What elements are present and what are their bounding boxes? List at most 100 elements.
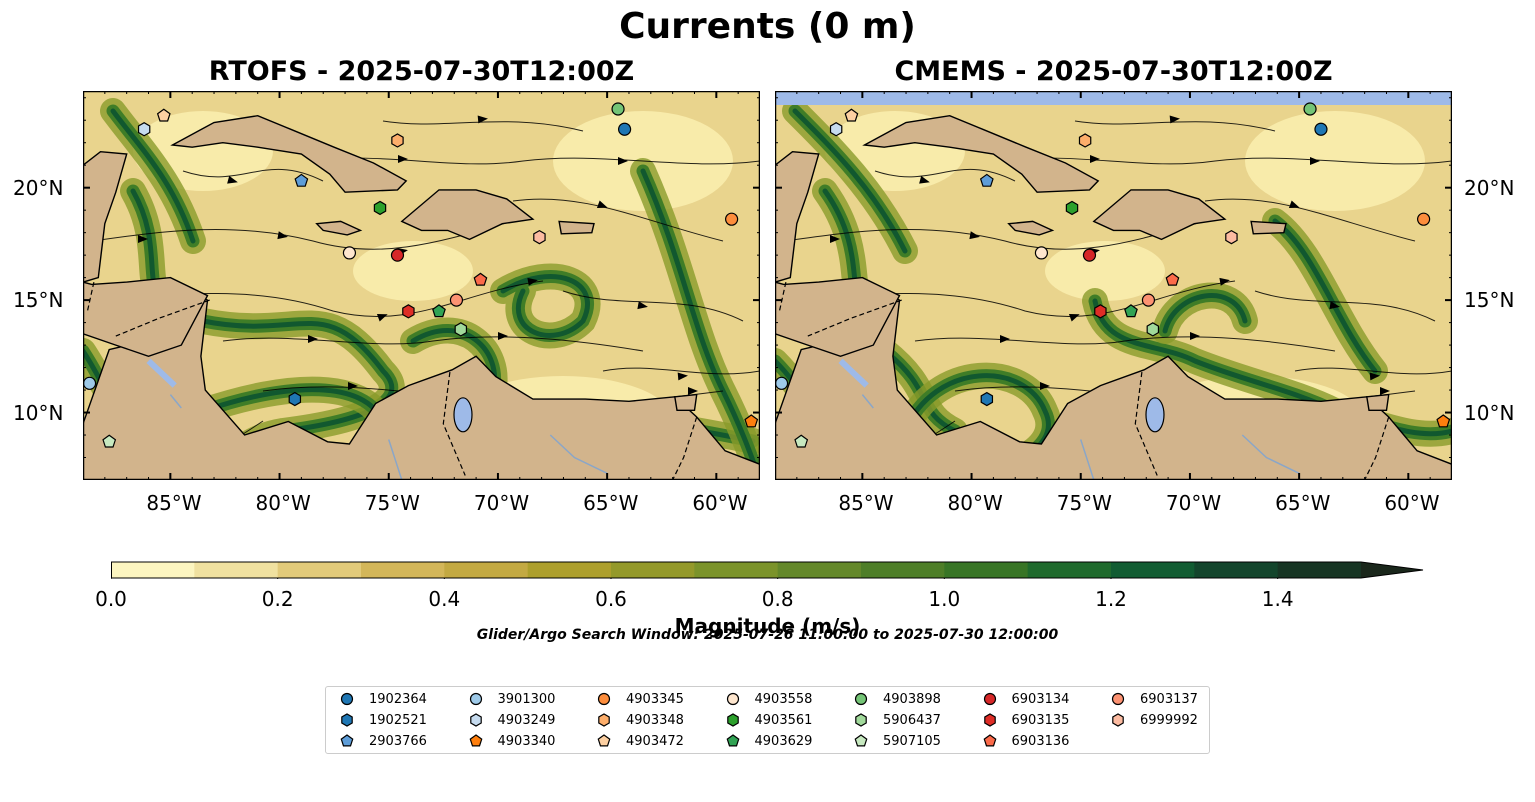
- legend-item: 6903136: [982, 732, 1070, 750]
- float-marker-4903629[interactable]: [432, 304, 446, 318]
- float-marker-4903629[interactable]: [1124, 304, 1138, 318]
- lat-tick-label-right: 20°N: [1464, 175, 1515, 200]
- legend-item: 4903472: [596, 732, 684, 750]
- float-marker-5907105[interactable]: [102, 434, 117, 448]
- legend-marker-pentagon-icon: [340, 734, 354, 747]
- legend-marker-circle-icon: [983, 692, 996, 706]
- legend-label: 5906437: [883, 712, 941, 728]
- colorbar-tick-label: 0.4: [428, 587, 461, 611]
- float-marker-2903766[interactable]: [294, 173, 309, 187]
- float-marker-4903345[interactable]: [1417, 212, 1431, 226]
- colorbar-tick-label: 0.8: [761, 587, 794, 611]
- float-marker-6903134[interactable]: [1082, 248, 1097, 262]
- legend-marker-circle-icon: [469, 692, 482, 706]
- float-marker-5906437[interactable]: [1146, 322, 1160, 337]
- legend-marker-circle-icon: [597, 692, 611, 706]
- float-marker-6903135[interactable]: [402, 304, 415, 319]
- float-marker-4903348[interactable]: [391, 133, 404, 148]
- legend-marker-hexagon-icon: [983, 713, 996, 727]
- float-marker-4903558[interactable]: [342, 246, 357, 260]
- legend-item: 2903766: [339, 732, 427, 750]
- colorbar-tick-label: 0.2: [261, 587, 294, 611]
- float-marker-1902364[interactable]: [617, 122, 632, 136]
- float-marker-6903134[interactable]: [390, 248, 405, 262]
- float-marker-4903340[interactable]: [1436, 414, 1451, 428]
- float-marker-4903558[interactable]: [1034, 246, 1049, 260]
- float-marker-1902364[interactable]: [1314, 122, 1328, 136]
- float-marker-6903137[interactable]: [449, 293, 464, 307]
- lon-tick-label: 70°W: [473, 491, 530, 515]
- legend-item: 6903137: [1110, 690, 1198, 708]
- legend-marker-pentagon-icon: [726, 734, 739, 747]
- legend-label: 1902521: [369, 712, 427, 728]
- colorbar-tick-label: 1.0: [928, 587, 961, 611]
- float-marker-4903249[interactable]: [137, 122, 151, 137]
- float-marker-1902521[interactable]: [980, 391, 994, 407]
- legend-item: 3901300: [468, 690, 555, 708]
- float-marker-3901300[interactable]: [83, 376, 97, 390]
- legend-marker-hexagon-icon: [726, 713, 739, 727]
- legend-label: 4903561: [754, 712, 813, 728]
- float-marker-6903136[interactable]: [1165, 272, 1180, 286]
- legend-item: 4903348: [596, 711, 684, 729]
- legend-item: 1902364: [339, 690, 427, 708]
- float-marker-2903766[interactable]: [979, 173, 994, 187]
- legend-item: 4903561: [725, 711, 813, 729]
- map-panel-cmems[interactable]: [775, 91, 1452, 480]
- legend-label: 4903345: [626, 691, 684, 707]
- float-marker-4903340[interactable]: [744, 414, 759, 428]
- legend-label: 4903340: [497, 733, 556, 749]
- colorbar-scale: [110, 561, 1424, 582]
- float-marker-6903136[interactable]: [473, 272, 488, 286]
- float-legend: 1902364 1902521 2903766 3901300 4903249 49033…: [325, 686, 1210, 754]
- legend-item: 4903629: [725, 732, 812, 750]
- legend-label: 6999992: [1140, 712, 1198, 728]
- float-marker-4903561[interactable]: [373, 200, 387, 216]
- lon-tick-label: 75°W: [364, 491, 420, 515]
- map-canvas: [83, 91, 760, 480]
- legend-label: 2903766: [369, 733, 427, 749]
- panel-title-rtofs: RTOFS - 2025-07-30T12:00Z: [208, 56, 635, 87]
- legend-marker-pentagon-icon: [983, 734, 996, 747]
- legend-marker-circle-icon: [854, 692, 868, 706]
- legend-label: 6903136: [1011, 733, 1070, 749]
- float-marker-3901300[interactable]: [775, 376, 789, 390]
- lat-tick-label-right: 10°N: [1464, 400, 1515, 425]
- colorbar-tick-label: 0.0: [95, 587, 127, 611]
- float-marker-4903898[interactable]: [1303, 102, 1317, 116]
- float-marker-4903472[interactable]: [844, 108, 859, 122]
- float-marker-4903898[interactable]: [611, 102, 625, 116]
- legend-item: 5906437: [853, 711, 941, 729]
- legend-marker-circle-icon: [726, 692, 739, 706]
- legend-marker-hexagon-icon: [341, 713, 353, 727]
- map-panel-rtofs[interactable]: [83, 91, 760, 480]
- legend-marker-pentagon-icon: [597, 734, 611, 747]
- float-marker-6999992[interactable]: [1225, 229, 1238, 245]
- float-marker-4903472[interactable]: [156, 108, 171, 122]
- search-window-text: Glider/Argo Search Window: 2025-07-26 11…: [476, 627, 1059, 643]
- legend-marker-hexagon-icon: [598, 713, 610, 727]
- float-marker-4903348[interactable]: [1078, 133, 1092, 148]
- legend-label: 1902364: [369, 691, 427, 707]
- legend-label: 6903134: [1011, 691, 1070, 707]
- float-marker-4903249[interactable]: [829, 122, 843, 137]
- float-marker-4903345[interactable]: [725, 212, 739, 226]
- float-marker-5907105[interactable]: [794, 434, 809, 448]
- legend-marker-pentagon-icon: [469, 734, 482, 747]
- panel-title-cmems: CMEMS - 2025-07-30T12:00Z: [894, 56, 1333, 87]
- float-marker-6903137[interactable]: [1141, 293, 1156, 307]
- float-marker-1902521[interactable]: [288, 391, 302, 407]
- float-marker-4903561[interactable]: [1065, 200, 1079, 216]
- legend-item: 4903345: [596, 690, 684, 708]
- lon-tick-label: 60°W: [692, 491, 748, 515]
- float-marker-5906437[interactable]: [454, 322, 468, 337]
- legend-item: 1902521: [339, 711, 427, 729]
- float-marker-6903135[interactable]: [1094, 304, 1107, 319]
- colorbar-label: Magnitude (m/s): [674, 614, 861, 638]
- lat-tick-label-left: 15°N: [13, 288, 64, 313]
- lat-tick-label-left: 10°N: [13, 400, 64, 425]
- legend-label: 4903898: [883, 691, 941, 707]
- legend-item: 4903898: [853, 690, 941, 708]
- colorbar-tick-label: 1.4: [1261, 587, 1294, 611]
- float-marker-6999992[interactable]: [533, 229, 546, 245]
